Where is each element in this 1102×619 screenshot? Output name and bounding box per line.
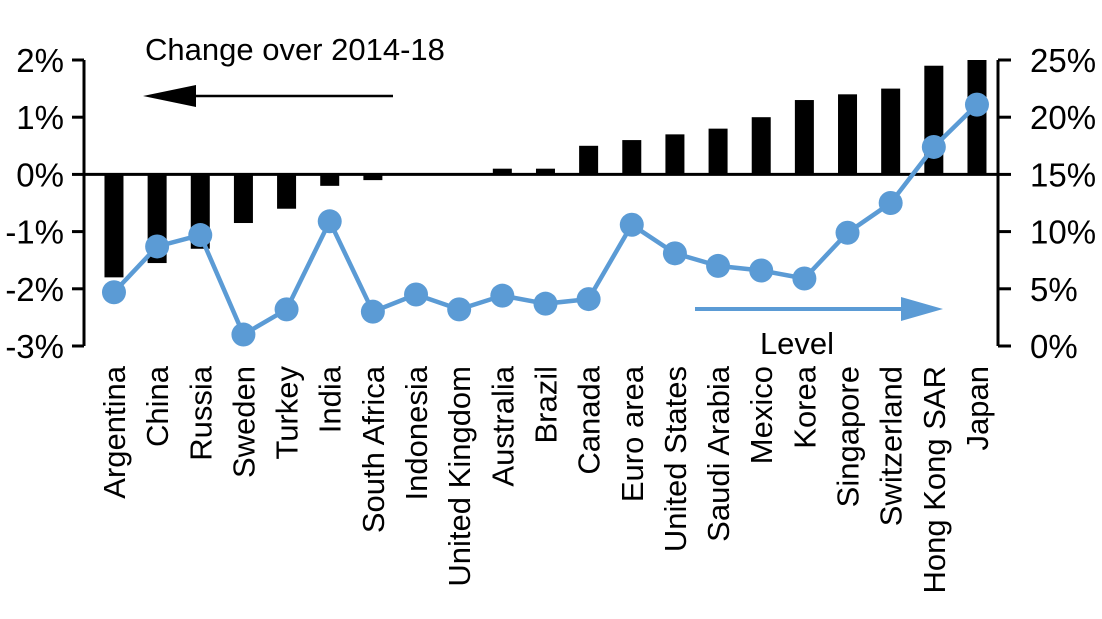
dot-United States (662, 241, 687, 266)
right-axis-tick-label: 25% (1030, 42, 1096, 79)
bar-Sweden (233, 174, 253, 224)
x-label-Euro area: Euro area (615, 365, 650, 502)
x-label-Singapore: Singapore (831, 366, 866, 507)
left-series-annotation: Change over 2014-18 (145, 32, 445, 67)
x-label-Mexico: Mexico (744, 366, 779, 464)
x-label-United States: United States (658, 366, 693, 552)
x-label-United Kingdom: United Kingdom (442, 366, 477, 587)
dot-India (317, 209, 342, 234)
x-label-Brazil: Brazil (528, 366, 563, 444)
x-label-Turkey: Turkey (270, 366, 305, 460)
x-label-Saudi Arabia: Saudi Arabia (701, 365, 736, 542)
x-label-Russia: Russia (183, 365, 218, 461)
left-axis-tick-label: -2% (5, 271, 64, 308)
dot-China (145, 234, 170, 259)
dot-Saudi Arabia (706, 253, 731, 278)
dot-Korea (792, 266, 817, 291)
bar-Saudi Arabia (708, 128, 728, 175)
dot-Hong Kong SAR (921, 134, 946, 159)
dot-Indonesia (404, 282, 429, 307)
dot-Singapore (835, 220, 860, 245)
x-label-Canada: Canada (572, 365, 607, 474)
right-axis-tick-label: 10% (1030, 214, 1096, 251)
left-arrow-icon (143, 85, 196, 107)
x-label-South Africa: South Africa (356, 365, 391, 533)
dot-Sweden (231, 322, 256, 347)
x-label-Indonesia: Indonesia (399, 365, 434, 500)
bar-Switzerland (881, 88, 901, 175)
x-label-India: India (313, 365, 348, 433)
bar-India (320, 174, 340, 186)
x-label-Korea: Korea (787, 365, 822, 448)
right-arrow-icon (901, 297, 943, 321)
dot-Australia (490, 283, 515, 308)
left-axis-tick-label: -3% (5, 328, 64, 365)
right-series-annotation: Level (759, 326, 835, 361)
right-axis-tick-label: 0% (1030, 328, 1078, 365)
dot-Brazil (533, 291, 558, 316)
bar-South Africa (363, 174, 383, 181)
dot-Turkey (274, 297, 299, 322)
bar-Singapore (838, 94, 858, 175)
bar-Canada (579, 145, 599, 175)
x-label-Sweden: Sweden (226, 366, 261, 478)
left-axis-tick-label: 1% (16, 99, 64, 136)
dot-Mexico (749, 258, 774, 283)
dot-Russia (188, 223, 213, 248)
dot-Japan (964, 92, 989, 117)
left-axis-tick-label: 0% (16, 156, 64, 193)
bar-Turkey (277, 174, 297, 209)
dot-United Kingdom (447, 297, 472, 322)
left-axis-tick-label: 2% (16, 42, 64, 79)
bar-Argentina (104, 174, 124, 278)
dot-Euro area (619, 212, 644, 237)
bar-Euro area (622, 140, 642, 175)
right-axis-tick-label: 20% (1030, 99, 1096, 136)
left-axis-tick-label: -1% (5, 214, 64, 251)
bar-Brazil (535, 168, 555, 175)
dot-Canada (576, 287, 601, 312)
bar-Mexico (751, 117, 771, 175)
x-label-Hong Kong SAR: Hong Kong SAR (917, 366, 952, 593)
bar-Korea (794, 100, 814, 175)
bar-United States (665, 134, 685, 175)
dot-Switzerland (878, 191, 903, 215)
bar-Australia (492, 168, 512, 175)
x-label-China: China (140, 365, 175, 447)
right-axis-tick-label: 15% (1030, 156, 1096, 193)
x-label-Switzerland: Switzerland (874, 366, 909, 526)
x-label-Australia: Australia (485, 365, 520, 486)
x-label-Japan: Japan (960, 366, 995, 450)
dot-Argentina (101, 280, 126, 305)
dot-South Africa (360, 299, 385, 324)
x-label-Argentina: Argentina (97, 365, 132, 498)
bar-Japan (967, 60, 987, 175)
right-axis-tick-label: 5% (1030, 271, 1078, 308)
